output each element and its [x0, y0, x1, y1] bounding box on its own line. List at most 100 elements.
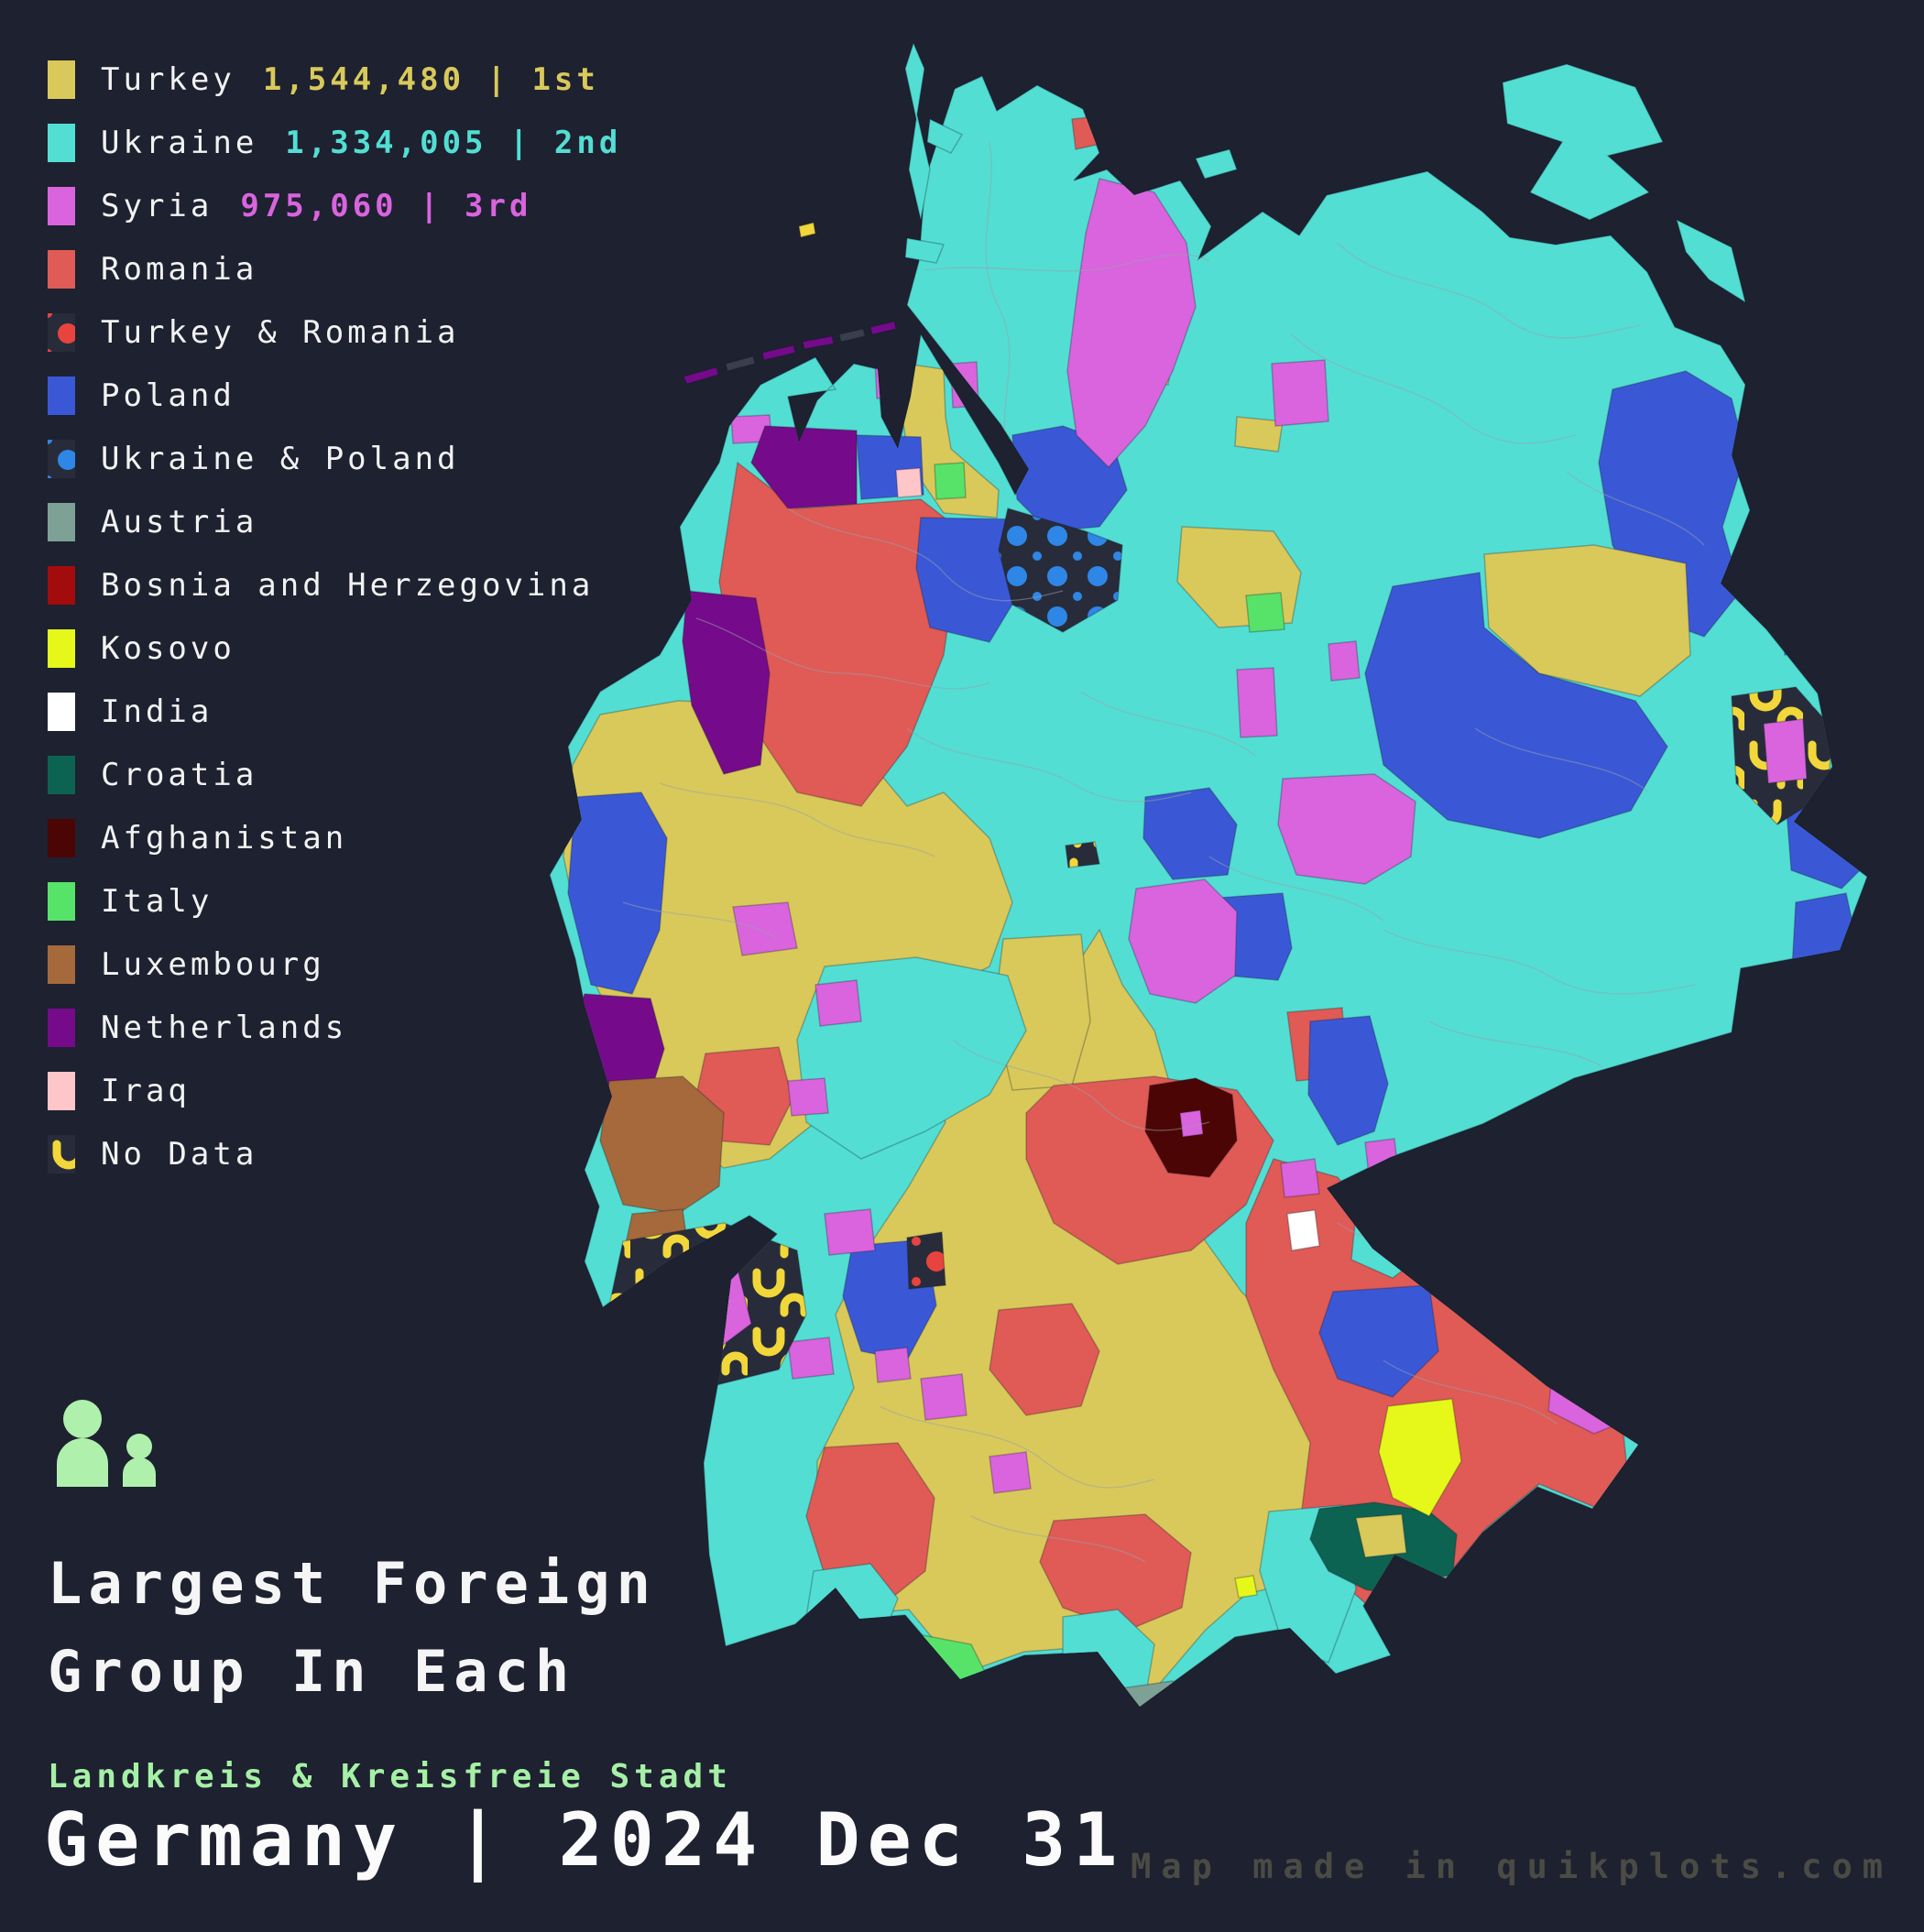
map-region [1502, 63, 1665, 221]
map-region [1234, 416, 1284, 453]
legend-stat: 1,544,480 | 1st [262, 60, 599, 98]
legend-swatch-icon [48, 1071, 75, 1110]
map-region [567, 791, 668, 995]
map-region [761, 344, 796, 361]
legend-swatch-icon [48, 944, 75, 984]
legend-item: Turkey & Romania [48, 300, 621, 364]
legend-label: Turkey & Romania [101, 313, 460, 351]
page-subtitle: Landkreis & Kreisfreie Stadt [48, 1758, 732, 1796]
legend-item: Kosovo [48, 617, 621, 680]
map-region [1142, 787, 1238, 880]
legend-label: Iraq [101, 1072, 191, 1109]
map-region [895, 467, 923, 498]
legend-item: Ukraine 1,334,005 | 2nd [48, 111, 621, 174]
map-region [1234, 1575, 1258, 1599]
map-region [1364, 572, 1668, 839]
map-region [1781, 613, 1813, 656]
map-region [805, 1442, 935, 1609]
map-region-turkey-romania [906, 1231, 946, 1290]
legend: Turkey 1,544,480 | 1st Ukraine 1,334,005… [48, 48, 621, 1185]
map-region [810, 1630, 990, 1707]
legend-item: Netherlands [48, 996, 621, 1059]
map-region [926, 117, 964, 154]
map-region [1763, 718, 1808, 784]
map-region [682, 590, 771, 775]
legend-swatch-icon [48, 312, 75, 352]
map-region [682, 366, 719, 385]
map-region [1447, 1581, 1470, 1609]
map-region [1328, 640, 1361, 682]
watermark: Map made in quikplots.com [1131, 1847, 1893, 1886]
legend-swatch-icon [48, 60, 75, 99]
legend-label: Ukraine [101, 124, 258, 161]
page-title: Largest Foreign Group In Each [48, 1550, 657, 1705]
legend-label: No Data [101, 1135, 258, 1173]
legend-item: Afghanistan [48, 806, 621, 869]
map-region [1307, 1015, 1389, 1146]
legend-swatch-icon [48, 186, 75, 225]
legend-label: Turkey [101, 60, 235, 98]
map-region [1355, 1513, 1407, 1558]
map-region [838, 328, 866, 343]
map-region [1378, 1398, 1462, 1517]
legend-label: Croatia [101, 756, 258, 793]
map-region [1286, 1209, 1320, 1251]
map-region [802, 335, 835, 350]
legend-swatch-icon [48, 565, 75, 605]
legend-item: Bosnia and Herzegovina [48, 553, 621, 617]
legend-item: Italy [48, 869, 621, 933]
map-region [1543, 1598, 1604, 1701]
legend-swatch-icon [48, 502, 75, 541]
legend-label: Italy [101, 882, 213, 920]
map-region [816, 928, 1384, 1694]
map-region [904, 40, 931, 221]
map-region [989, 1303, 1100, 1416]
legend-swatch-icon [48, 249, 75, 289]
legend-stat: 975,060 | 3rd [240, 187, 532, 224]
legend-label: Ukraine & Poland [101, 440, 460, 477]
legend-item: Austria [48, 490, 621, 553]
legend-stat: 1,334,005 | 2nd [285, 124, 622, 161]
legend-label: Luxembourg [101, 945, 325, 983]
legend-label: Afghanistan [101, 819, 348, 857]
map-region [1364, 1138, 1399, 1176]
map-region-ukraine-poland [998, 508, 1123, 633]
map-region [869, 321, 897, 335]
map-region [1245, 592, 1285, 633]
map-region [950, 361, 979, 409]
map-region [1277, 773, 1416, 885]
map-region [599, 1075, 725, 1215]
map-region [1179, 1109, 1204, 1138]
germany-map-svg [549, 40, 1868, 1708]
legend-label: Romania [101, 250, 258, 288]
legend-swatch-icon [48, 881, 75, 921]
legend-swatch-icon [48, 376, 75, 415]
map-region [1271, 359, 1329, 427]
legend-item: Croatia [48, 743, 621, 806]
map-region [1128, 879, 1238, 1004]
legend-label: Netherlands [101, 1009, 348, 1046]
legend-swatch-icon [48, 1008, 75, 1047]
legend-label: India [101, 693, 213, 730]
legend-item: Syria 975,060 | 3rd [48, 174, 621, 237]
map-region [1675, 218, 1747, 304]
map-region [934, 462, 967, 500]
map-region [1066, 178, 1197, 469]
map-region [920, 1373, 967, 1421]
legend-label: Austria [101, 503, 258, 540]
legend-item: India [48, 680, 621, 743]
legend-item: Luxembourg [48, 933, 621, 996]
map-region [725, 355, 756, 372]
legend-swatch-icon [48, 818, 75, 857]
map-region [1790, 892, 1861, 1064]
map-region [1108, 1680, 1192, 1707]
map-region [989, 1451, 1032, 1494]
legend-swatch-icon [48, 1134, 75, 1173]
map-region [904, 237, 946, 264]
legend-item: Iraq [48, 1059, 621, 1122]
islands [682, 40, 1747, 385]
map-region [824, 1208, 876, 1256]
legend-swatch-icon [48, 439, 75, 478]
footer-title: Germany | 2024 Dec 31 [44, 1797, 1125, 1883]
